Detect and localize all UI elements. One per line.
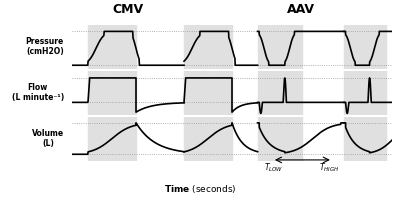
Bar <box>344 117 386 161</box>
Text: $\mathbf{Time}$ (seconds): $\mathbf{Time}$ (seconds) <box>164 183 236 195</box>
Bar <box>184 25 232 69</box>
Bar <box>184 71 232 115</box>
Bar <box>258 25 302 69</box>
Bar <box>258 71 302 115</box>
Text: AAV: AAV <box>287 3 315 16</box>
Text: Pressure
(cmH2O): Pressure (cmH2O) <box>26 37 64 56</box>
Text: Volume
(L): Volume (L) <box>32 129 64 148</box>
Bar <box>88 25 136 69</box>
Text: Flow
(L minute⁻¹): Flow (L minute⁻¹) <box>12 83 64 102</box>
Bar <box>344 71 386 115</box>
Bar <box>184 117 232 161</box>
Text: $T_{LOW}$: $T_{LOW}$ <box>264 162 283 174</box>
Bar <box>344 25 386 69</box>
Text: $T_{HIGH}$: $T_{HIGH}$ <box>320 162 340 174</box>
Bar <box>258 117 302 161</box>
Text: CMV: CMV <box>112 3 144 16</box>
Bar <box>88 71 136 115</box>
Bar <box>88 117 136 161</box>
